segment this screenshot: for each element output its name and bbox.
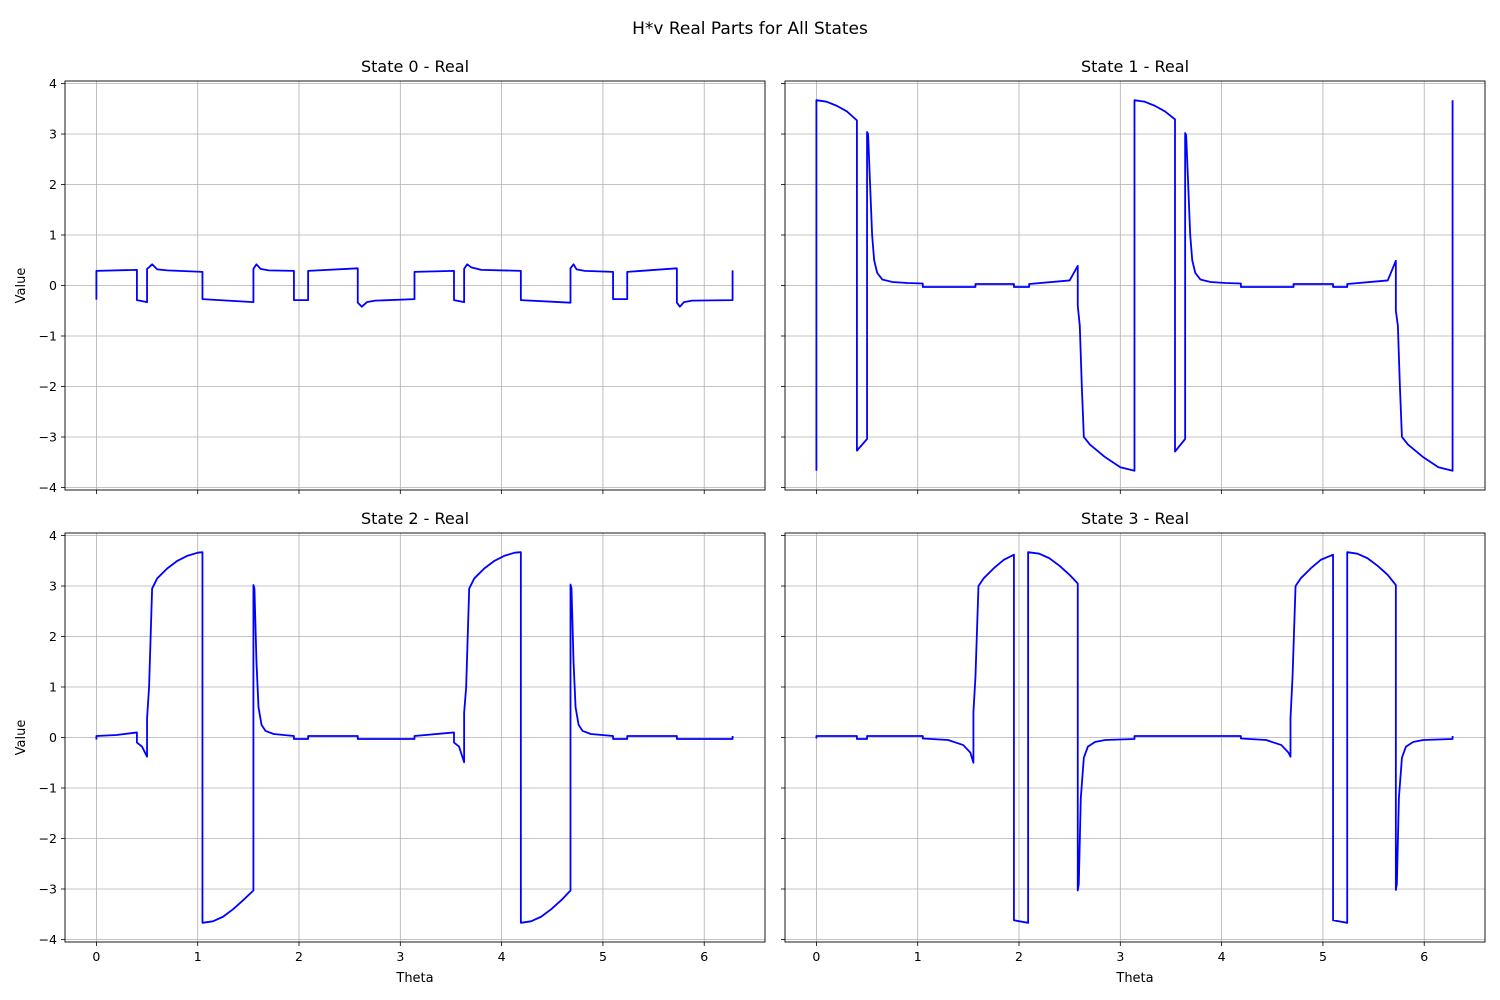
y-tick-label: 0 [49,278,57,293]
series-line-0 [95,551,734,924]
series-line-0 [815,551,1454,924]
x-tick-label: 2 [1015,949,1023,964]
x-tick-label: 3 [1116,949,1124,964]
y-tick-label: 3 [49,579,57,594]
axes-frame [64,532,766,943]
panel-title: State 1 - Real [1081,57,1189,76]
y-tick-label: −4 [39,932,57,947]
panel-state-2: State 2 - Real Value Theta 0 1 2 3 4 5 6 −4 −3 −2… [14,509,766,986]
y-tick-label: −2 [39,379,57,394]
y-tick-label: −2 [39,831,57,846]
x-tick-label: 6 [700,949,708,964]
y-tick-label: 3 [49,127,57,142]
x-axis-label: Theta [395,971,433,986]
panel-title: State 0 - Real [361,57,469,76]
panel-state-1: State 1 - Real [781,57,1486,494]
x-axis-label: Theta [1115,971,1153,986]
y-tick-label: −3 [39,881,57,896]
series-line-0 [815,99,1454,472]
x-tick-label: 2 [295,949,303,964]
y-axis-label: Value [14,268,29,304]
x-tick-label: 5 [599,949,607,964]
y-tick-label: −1 [39,328,57,343]
x-tick-label: 1 [194,949,202,964]
x-tick-label: 0 [92,949,100,964]
x-tick-label: 3 [396,949,404,964]
y-tick-label: −1 [39,780,57,795]
y-tick-label: 2 [49,177,57,192]
axes-frame [784,532,1486,943]
y-axis-label: Value [14,720,29,756]
x-tick-label: 4 [498,949,506,964]
y-tick-label: −4 [39,480,57,495]
axes-frame [64,80,766,491]
panel-state-3: State 3 - Real Theta 0 1 2 3 4 5 6 [781,509,1486,986]
y-tick-label: 1 [49,680,57,695]
x-tick-label: 1 [914,949,922,964]
panel-state-0: State 0 - Real Value −4 −3 −2 −1 0 1 2 3 4 [14,57,766,495]
y-tick-label: 4 [49,528,57,543]
y-tick-label: 0 [49,730,57,745]
y-tick-label: −3 [39,429,57,444]
x-tick-label: 0 [812,949,820,964]
y-tick-label: 4 [49,76,57,91]
series-line-0 [95,263,734,308]
figure-suptitle: H*v Real Parts for All States [632,19,868,39]
panel-title: State 3 - Real [1081,509,1189,528]
panel-title: State 2 - Real [361,509,469,528]
y-tick-label: 2 [49,629,57,644]
y-tick-label: 1 [49,228,57,243]
x-tick-label: 6 [1420,949,1428,964]
x-tick-label: 5 [1319,949,1327,964]
axes-frame [784,80,1486,491]
x-tick-label: 4 [1218,949,1226,964]
